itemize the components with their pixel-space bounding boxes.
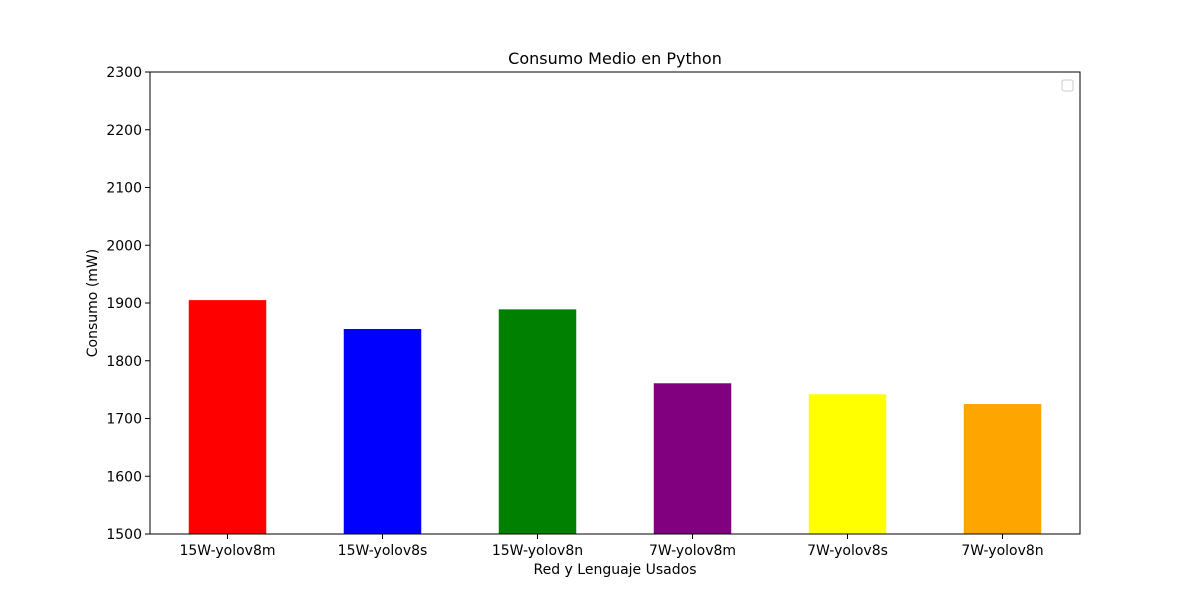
bar-7W-yolov8n [963,404,1042,534]
y-tick-label: 2100 [106,181,142,197]
y-tick-label: 1900 [106,296,142,312]
bars-group [188,300,1042,534]
y-tick-label: 1700 [106,412,142,428]
x-tick-label: 15W-yolov8s [338,543,428,559]
bar-7W-yolov8s [808,394,887,534]
chart-title: Consumo Medio en Python [508,49,722,68]
y-tick-label: 1600 [106,469,142,485]
y-tick-label: 1500 [106,527,142,543]
y-tick-label: 1800 [106,354,142,370]
y-tick-label: 2000 [106,238,142,254]
x-tick-label: 7W-yolov8s [807,543,888,559]
legend-box [1061,79,1074,92]
y-axis: 1500 1600 1700 1800 1900 2000 2100 2200 2300 [106,65,150,543]
bar-15W-yolov8n [498,309,577,534]
y-tick-label: 2300 [106,65,142,81]
x-tick-label: 15W-yolov8n [492,543,583,559]
y-tick-label: 2200 [106,123,142,139]
bar-15W-yolov8m [188,300,267,534]
x-axis: 15W-yolov8m 15W-yolov8s 15W-yolov8n 7W-yolo… [179,534,1044,559]
y-axis-label: Consumo (mW) [85,249,101,357]
x-tick-label: 7W-yolov8m [649,543,736,559]
plot-frame [149,71,1081,535]
x-tick-label: 15W-yolov8m [179,543,275,559]
bar-15W-yolov8s [343,328,422,534]
x-axis-label: Red y Lenguaje Usados [534,562,697,578]
x-tick-label: 7W-yolov8n [961,543,1043,559]
bar-7W-yolov8m [653,383,732,534]
